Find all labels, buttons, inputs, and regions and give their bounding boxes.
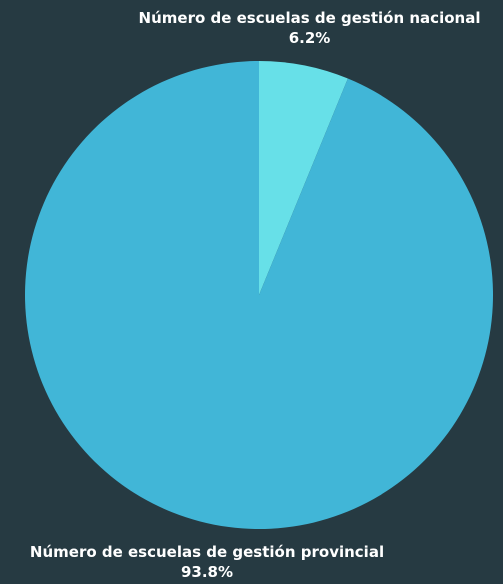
slice-name-provincial: Número de escuelas de gestión provincial	[29, 543, 385, 561]
slice-percent-provincial: 93.8%	[180, 563, 234, 581]
pie-slice-nacional	[259, 61, 348, 295]
slice-label-provincial: Número de escuelas de gestión provincial…	[0, 542, 414, 582]
slice-label-nacional: Número de escuelas de gestión nacional 6…	[116, 8, 503, 48]
pie-slice-provincial	[25, 61, 494, 529]
slice-percent-nacional: 6.2%	[288, 29, 331, 47]
slice-name-nacional: Número de escuelas de gestión nacional	[138, 9, 481, 27]
